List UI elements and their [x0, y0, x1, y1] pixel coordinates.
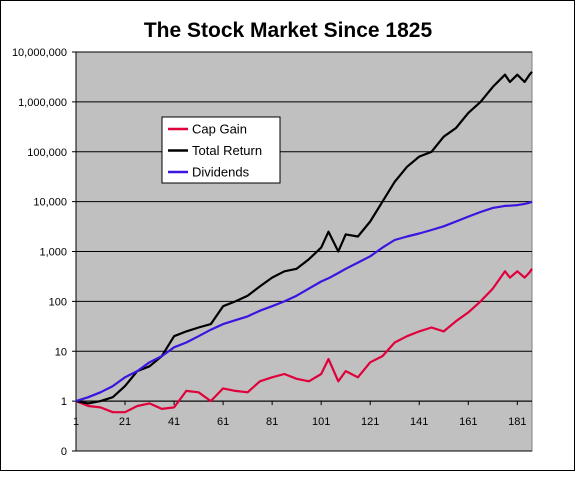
- x-tick-label: 61: [217, 416, 229, 428]
- x-tick-label: 121: [361, 416, 379, 428]
- legend-label: Cap Gain: [192, 122, 247, 137]
- x-tick-label: 161: [459, 416, 477, 428]
- x-tick-label: 21: [119, 416, 131, 428]
- y-tick-label: 100,000: [27, 147, 67, 159]
- y-tick-label: 1: [61, 396, 67, 408]
- y-tick-label: 0: [61, 446, 67, 458]
- y-tick-label: 1,000: [39, 247, 67, 259]
- y-tick-label: 10: [55, 346, 67, 358]
- y-tick-label: 100: [49, 296, 67, 308]
- y-tick-label: 10,000,000: [12, 47, 67, 59]
- y-tick-label: 10,000: [33, 197, 67, 209]
- y-tick-label: 1,000,000: [18, 97, 67, 109]
- series-line: [75, 200, 533, 403]
- x-tick-label: 1: [73, 416, 79, 428]
- x-tick-label: 81: [266, 416, 278, 428]
- legend-label: Dividends: [192, 165, 250, 180]
- x-tick-label: 141: [410, 416, 428, 428]
- chart-title: The Stock Market Since 1825: [144, 19, 433, 42]
- series-line: [75, 268, 533, 414]
- x-tick-label: 181: [508, 416, 526, 428]
- x-tick-label: 41: [168, 416, 180, 428]
- legend-label: Total Return: [192, 143, 262, 158]
- x-tick-label: 101: [312, 416, 330, 428]
